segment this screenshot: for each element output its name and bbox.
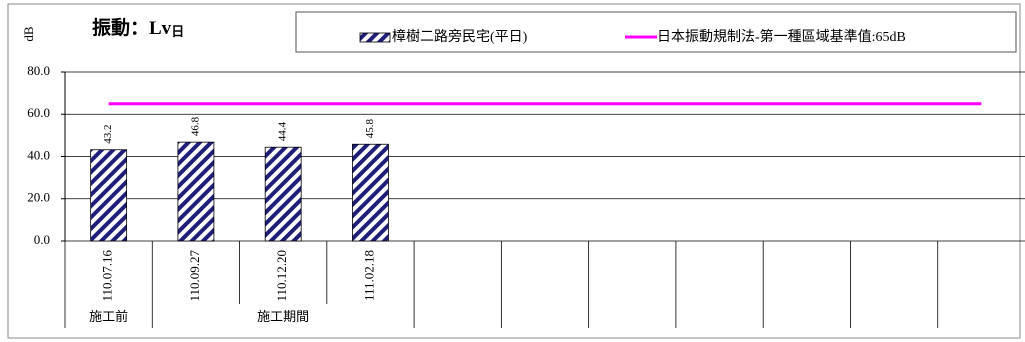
value-label: 44.4: [277, 121, 289, 141]
y-tick-label: 80.0: [27, 63, 50, 78]
legend-box: [295, 11, 1017, 53]
x-tick-label: 111.02.18: [361, 250, 376, 301]
bar: [352, 143, 389, 242]
bar: [90, 149, 128, 242]
legend-label: 日本振動規制法-第一種區域基準值:65dB: [657, 28, 906, 45]
legend-swatch: [359, 32, 391, 43]
value-label: 43.2: [102, 124, 114, 143]
y-tick-label: 0.0: [34, 232, 50, 247]
x-tick-label: 110.09.27: [187, 250, 202, 302]
x-tick-label: 110.12.20: [274, 250, 289, 302]
y-tick-label: 40.0: [27, 147, 50, 162]
y-tick-label: 60.0: [27, 105, 50, 120]
bar: [264, 146, 302, 242]
x-tick-label: 110.07.16: [100, 250, 115, 302]
chart-title: 振動：Lv日: [92, 16, 184, 39]
value-label: 46.8: [189, 116, 201, 136]
y-tick-label: 20.0: [27, 190, 50, 205]
group-label: 施工期間: [257, 309, 309, 324]
chart-frame: [7, 3, 1021, 339]
value-label: 45.8: [364, 118, 376, 138]
legend-label: 樟樹二路旁民宅(平日): [392, 28, 528, 45]
y-axis-label: dB: [21, 26, 36, 42]
group-label: 施工前: [89, 309, 128, 324]
bar: [177, 141, 215, 242]
